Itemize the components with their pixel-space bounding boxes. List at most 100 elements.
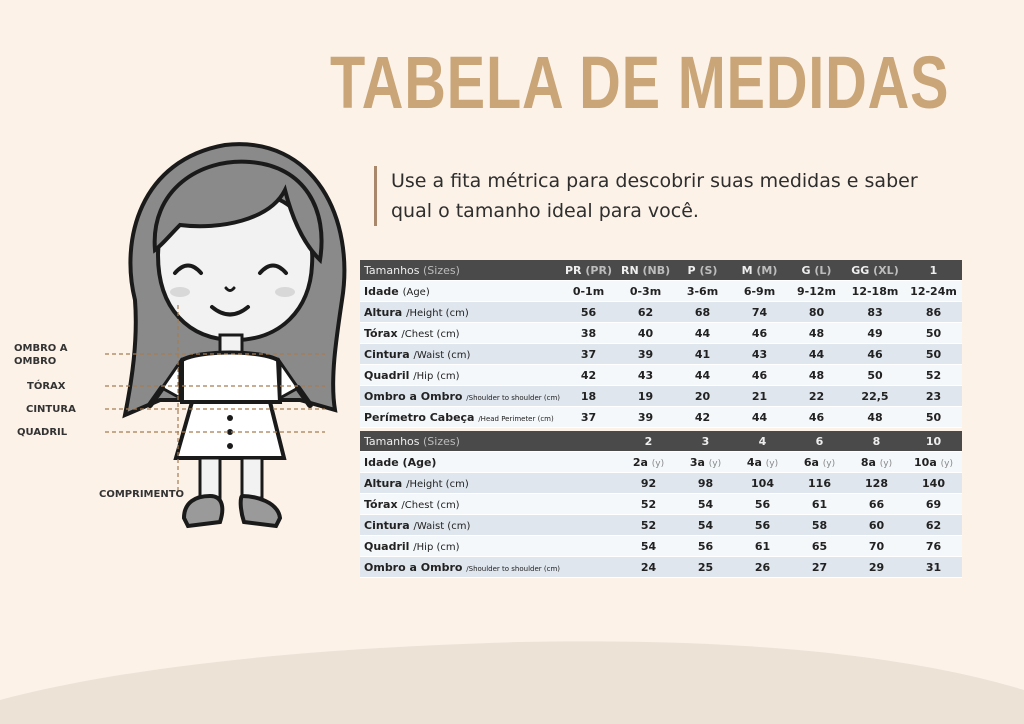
- table-cell: 52: [620, 514, 677, 536]
- row-label-pt: Tórax: [364, 497, 398, 511]
- subtitle-text: Use a fita métrica para descobrir suas m…: [374, 166, 951, 226]
- size-en: (M): [756, 263, 778, 277]
- row-label-pt: Altura: [364, 305, 403, 319]
- table-cell: 37: [560, 343, 617, 365]
- label-torax: TÓRAX: [27, 381, 66, 392]
- row-label-en: /Hip (cm): [413, 541, 460, 553]
- size-main: G: [801, 263, 811, 277]
- size-main: M: [741, 263, 753, 277]
- age-unit: (y): [651, 458, 665, 469]
- row-label-pt: Ombro a Ombro: [364, 389, 463, 403]
- table-cell: 6-9m: [731, 280, 788, 302]
- row-label: Perímetro Cabeça /Head Perimeter (cm): [360, 406, 560, 428]
- table-cell: 61: [791, 493, 848, 515]
- row-label-pt: Quadril: [364, 368, 410, 382]
- table-cell: 52: [905, 364, 962, 386]
- table-row: Quadril /Hip (cm) 42 43 44 46 48 50 52: [360, 364, 962, 386]
- table-cell: 40: [617, 322, 674, 344]
- row-label-pt: Tórax: [364, 326, 398, 340]
- row-label-en: /Height (cm): [406, 478, 469, 490]
- header-size: 3: [677, 431, 734, 452]
- table-cell: 41: [674, 343, 731, 365]
- table-row: Altura /Height (cm) 92 98 104 116 128 140: [360, 472, 962, 494]
- table-cell: 62: [617, 301, 674, 323]
- table-cell: 58: [791, 514, 848, 536]
- header-size: 2: [620, 431, 677, 452]
- row-label-en: /Shoulder to shoulder (cm): [466, 393, 560, 402]
- table-row: Ombro a Ombro /Shoulder to shoulder (cm)…: [360, 556, 962, 578]
- row-label-pt: Cintura: [364, 347, 410, 361]
- table-cell: 48: [845, 406, 905, 428]
- age-value: 8a: [860, 455, 876, 469]
- header-size: RN (NB): [617, 260, 674, 281]
- table-cell: 9-12m: [788, 280, 845, 302]
- table-row: Tórax /Chest (cm) 52 54 56 61 66 69: [360, 493, 962, 515]
- table-cell: 56: [734, 493, 791, 515]
- table-cell: 46: [788, 406, 845, 428]
- age-value: 3a: [689, 455, 705, 469]
- table-cell: 46: [731, 322, 788, 344]
- table-cell: 12-18m: [845, 280, 905, 302]
- table-cell: 2a (y): [620, 451, 677, 473]
- table-cell: 50: [905, 406, 962, 428]
- label-comprimento: COMPRIMENTO: [99, 489, 185, 500]
- header-label-pt: Tamanhos: [364, 263, 420, 277]
- label-quadril: QUADRIL: [17, 427, 68, 438]
- table-cell: 44: [788, 343, 845, 365]
- table-row: Cintura /Waist (cm) 37 39 41 43 44 46 50: [360, 343, 962, 365]
- table-cell: 128: [848, 472, 905, 494]
- row-label-en: (Age): [402, 286, 430, 298]
- table-cell: 6a (y): [791, 451, 848, 473]
- table-cell: 43: [617, 364, 674, 386]
- row-label-en: /Waist (cm): [413, 520, 471, 532]
- row-label: Altura /Height (cm): [360, 472, 620, 494]
- table-cell: 80: [788, 301, 845, 323]
- row-label-en: /Chest (cm): [401, 328, 460, 340]
- size-main: GG: [851, 263, 870, 277]
- table-cell: 83: [845, 301, 905, 323]
- table-cell: 12-24m: [905, 280, 962, 302]
- size-table-kids: Tamanhos (Sizes) 2 3 4 6 8 10 Idade (Age) 2a (y)…: [360, 431, 962, 578]
- header-size: 4: [734, 431, 791, 452]
- table-cell: 56: [560, 301, 617, 323]
- row-label: Altura /Height (cm): [360, 301, 560, 323]
- row-label: Ombro a Ombro /Shoulder to shoulder (cm): [360, 556, 620, 578]
- table-cell: 25: [677, 556, 734, 578]
- row-label-en: /Chest (cm): [401, 499, 460, 511]
- table-cell: 98: [677, 472, 734, 494]
- age-unit: (y): [822, 458, 836, 469]
- table-cell: 43: [731, 343, 788, 365]
- table-cell: 23: [905, 385, 962, 407]
- table-cell: 3a (y): [677, 451, 734, 473]
- table-cell: 52: [620, 493, 677, 515]
- table-cell: 22,5: [845, 385, 905, 407]
- row-label-pt: Altura: [364, 476, 403, 490]
- table-cell: 70: [848, 535, 905, 557]
- row-label-en: /Shoulder to shoulder (cm): [466, 564, 561, 573]
- table-cell: 10a (y): [905, 451, 962, 473]
- row-label: Cintura /Waist (cm): [360, 343, 560, 365]
- table-cell: 86: [905, 301, 962, 323]
- table-cell: 46: [731, 364, 788, 386]
- age-unit: (y): [708, 458, 722, 469]
- row-label-pt: Cintura: [364, 518, 410, 532]
- table-cell: 65: [791, 535, 848, 557]
- row-label: Tórax /Chest (cm): [360, 322, 560, 344]
- page-title: TABELA DE MEDIDAS: [330, 41, 950, 124]
- table-row: Quadril /Hip (cm) 54 56 61 65 70 76: [360, 535, 962, 557]
- table-cell: 42: [674, 406, 731, 428]
- table-cell: 56: [734, 514, 791, 536]
- table-cell: 38: [560, 322, 617, 344]
- table-cell: 104: [734, 472, 791, 494]
- header-label: Tamanhos (Sizes): [360, 260, 560, 281]
- row-label-pt: Perímetro Cabeça: [364, 410, 475, 424]
- row-label: Tórax /Chest (cm): [360, 493, 620, 515]
- row-label-pt: Ombro a Ombro: [364, 560, 463, 574]
- table-cell: 44: [731, 406, 788, 428]
- row-label: Idade (Age): [360, 280, 560, 302]
- age-unit: (y): [765, 458, 779, 469]
- size-en: (PR): [585, 263, 612, 277]
- table-cell: 116: [791, 472, 848, 494]
- table-cell: 54: [620, 535, 677, 557]
- table-cell: 29: [848, 556, 905, 578]
